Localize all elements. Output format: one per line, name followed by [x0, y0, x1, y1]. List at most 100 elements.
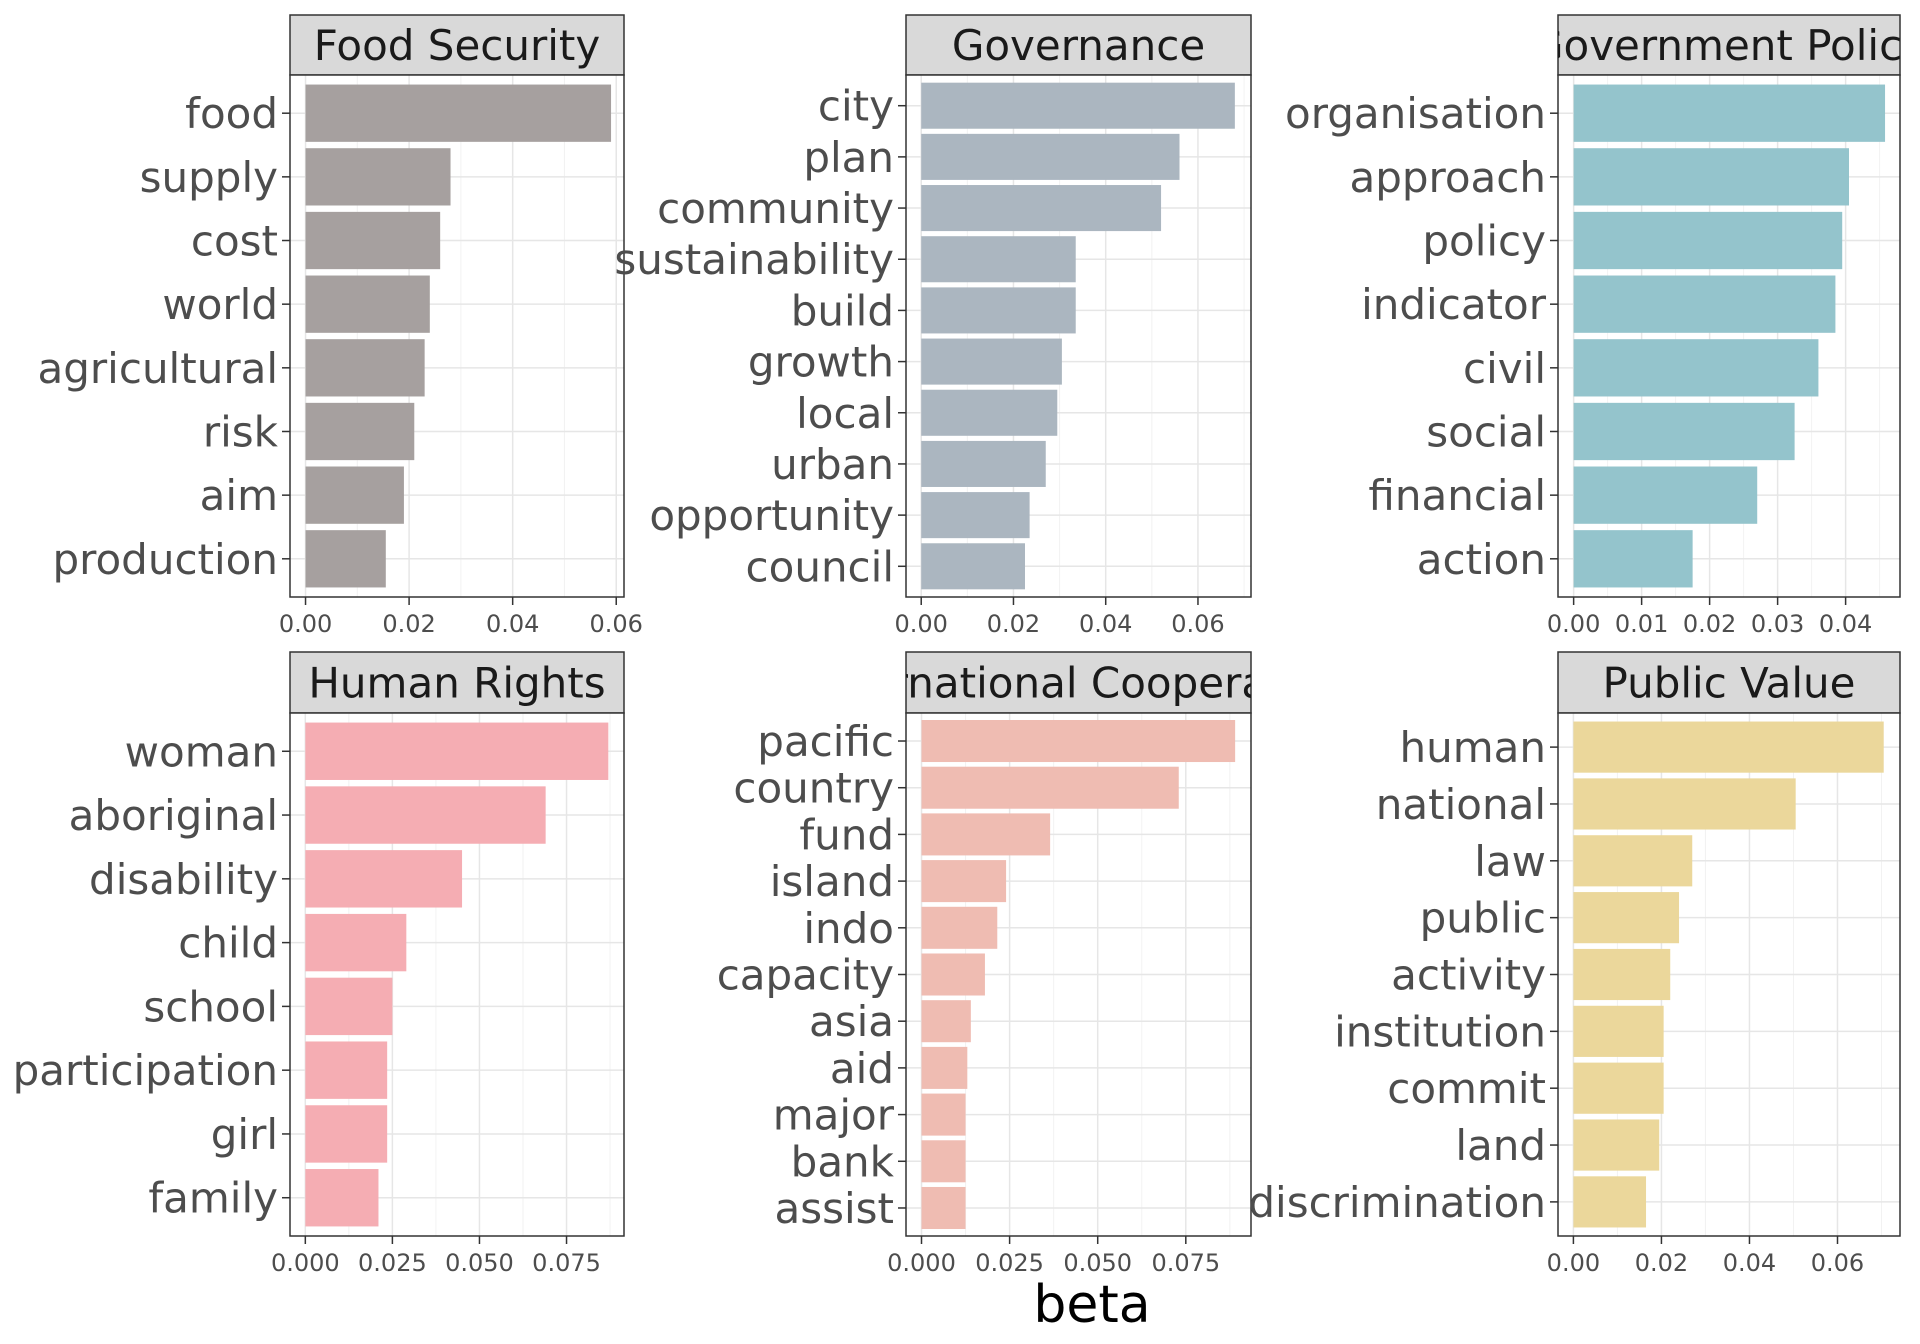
bar-country [921, 766, 1179, 809]
bar-social [1573, 402, 1795, 461]
bar-fund [921, 813, 1051, 856]
category-label: financial [1368, 471, 1546, 520]
category-label: fund [799, 810, 894, 859]
bar-city [921, 82, 1235, 129]
x-tick-label: 0.000 [271, 1249, 340, 1277]
category-label: council [746, 542, 894, 591]
x-tick-label: 0.04 [486, 610, 539, 638]
bar-financial [1573, 466, 1758, 524]
category-label: activity [1391, 951, 1546, 1000]
category-label: land [1455, 1121, 1546, 1170]
x-tick-label: 0.02 [987, 610, 1040, 638]
bar-law [1573, 835, 1693, 887]
category-label: public [1420, 894, 1546, 943]
bar-girl [305, 1105, 388, 1163]
x-tick-label: 0.02 [382, 610, 435, 638]
bar-civil [1573, 339, 1819, 397]
bar-major [921, 1093, 966, 1136]
facet-governance: Governance cityplancommunitysustainabilit… [614, 14, 1252, 638]
x-tick-label: 0.00 [1547, 1249, 1600, 1277]
bar-growth [921, 338, 1062, 385]
category-label: local [796, 389, 894, 438]
bar-activity [1573, 948, 1671, 1001]
panel-border [1557, 712, 1901, 1237]
bar-bank [921, 1140, 966, 1183]
category-label: asia [809, 997, 894, 1046]
bar-community [921, 185, 1162, 232]
bar-land [1573, 1119, 1660, 1171]
bar-commit [1573, 1062, 1664, 1114]
category-label: pacific [757, 717, 894, 766]
bar-school [305, 977, 393, 1036]
bar-supply [305, 148, 451, 206]
facet-international-cooperation: International Cooperation pacificcountryf… [717, 651, 1252, 1277]
facet-government-policy: Government Policy organisation approach pol… [1285, 14, 1920, 638]
category-label: food [185, 89, 278, 138]
bar-agricultural [305, 339, 425, 397]
category-label: city [818, 82, 894, 131]
category-label: indicator [1361, 280, 1547, 329]
category-label: girl [211, 1110, 278, 1159]
category-label: organisation [1285, 89, 1546, 138]
category-label: production [52, 535, 278, 584]
bar-plan [921, 133, 1180, 180]
bar-assist [921, 1186, 966, 1229]
panel-border [289, 74, 625, 598]
category-label: woman [125, 727, 278, 776]
facet-food-security: Food Security food supply cost world agricult… [38, 14, 643, 638]
facet-public-value: Public Value human national law public activi… [1248, 651, 1901, 1277]
category-label: participation [13, 1046, 278, 1095]
bar-urban [921, 440, 1046, 487]
category-label: country [733, 764, 894, 813]
x-tick-label: 0.000 [887, 1249, 956, 1277]
category-label: law [1474, 837, 1546, 886]
bar-opportunity [921, 492, 1030, 539]
bar-human [1573, 721, 1884, 773]
bar-approach [1573, 148, 1850, 206]
category-label: world [162, 280, 278, 329]
bar-aid [921, 1046, 968, 1089]
x-tick-label: 0.02 [1635, 1249, 1688, 1277]
x-tick-label: 0.04 [1079, 610, 1132, 638]
bar-policy [1573, 211, 1843, 270]
category-label: bank [791, 1137, 895, 1186]
bar-indo [921, 906, 998, 949]
category-label: community [657, 184, 894, 233]
category-label: approach [1349, 153, 1546, 202]
panel-border [905, 712, 1252, 1237]
x-tick-label: 0.00 [895, 610, 948, 638]
x-tick-label: 0.06 [1811, 1249, 1864, 1277]
bar-family [305, 1169, 379, 1227]
category-label: aid [830, 1044, 894, 1093]
bar-cost [305, 211, 441, 270]
category-label: major [773, 1091, 895, 1140]
category-label: sustainability [614, 235, 894, 284]
bar-child [305, 913, 407, 972]
bar-food [305, 84, 612, 142]
x-tick-label: 0.025 [975, 1249, 1044, 1277]
bar-world [305, 275, 430, 333]
x-tick-label: 0.00 [279, 610, 332, 638]
x-tick-label: 0.06 [1171, 610, 1224, 638]
x-tick-label: 0.06 [590, 610, 643, 638]
x-tick-label: 0.050 [1063, 1249, 1132, 1277]
facet-title: Food Security [314, 21, 601, 70]
category-label: policy [1422, 217, 1546, 266]
x-tick-label: 0.050 [445, 1249, 514, 1277]
x-tick-label: 0.03 [1751, 610, 1804, 638]
bar-build [921, 287, 1076, 334]
category-label: aboriginal [69, 791, 278, 840]
bar-participation [305, 1041, 388, 1099]
x-axis-label: beta [1033, 1275, 1150, 1335]
bar-action [1573, 530, 1693, 588]
category-label: civil [1463, 344, 1546, 393]
category-label: social [1426, 407, 1546, 456]
bar-island [921, 860, 1007, 903]
facet-title: Human Rights [308, 659, 605, 708]
bar-production [305, 530, 386, 588]
bar-discrimination [1573, 1176, 1647, 1228]
facet-title: Government Policy [1531, 21, 1920, 70]
x-tick-label: 0.00 [1547, 610, 1600, 638]
facet-human-rights: Human Rights woman aboriginal disability chi… [13, 651, 625, 1277]
bar-organisation [1573, 84, 1886, 142]
